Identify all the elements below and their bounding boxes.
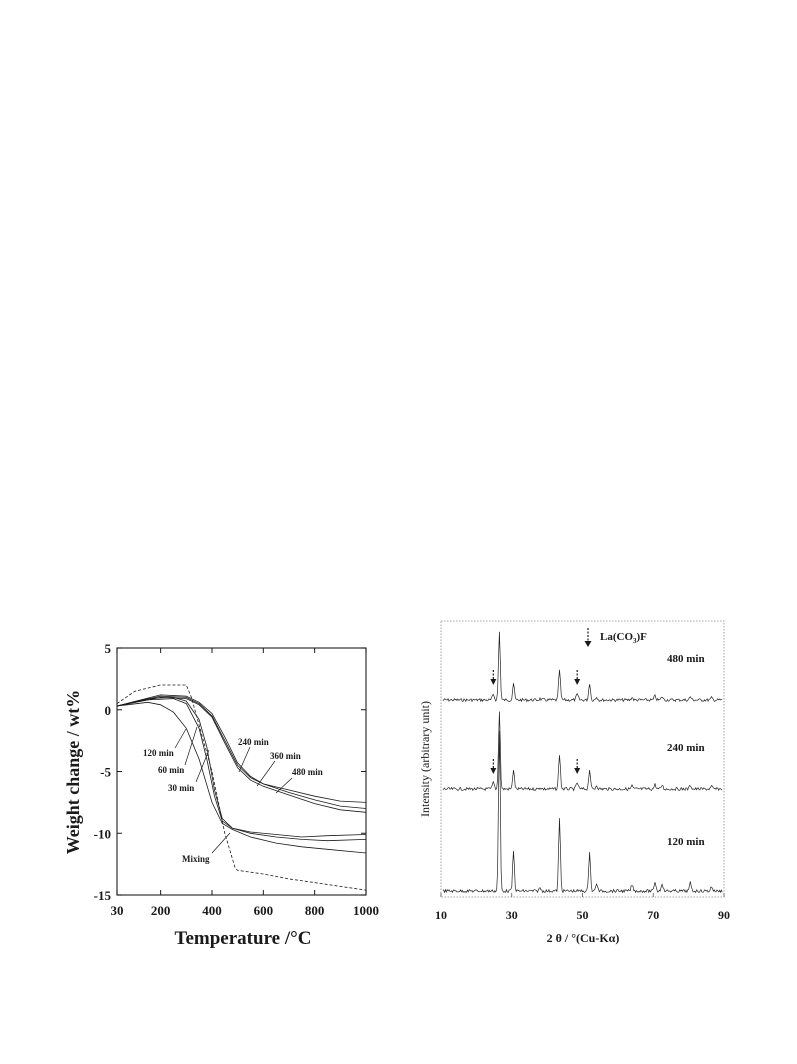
tga-curve-120-min [116,701,367,854]
xrd-y-axis-label: Intensity (arbitrary unit) [418,701,432,817]
tga-x-axis-label: Temperature /°C [175,928,312,949]
label-360-min: 360 min [270,751,301,761]
xrd-trace-120-min [442,730,723,894]
xrd-x-tick-label: 90 [718,908,730,922]
tga-curve-30-min [116,698,367,842]
la-co3-f-arrow-head [490,679,497,685]
xrd-x-tick-label: 30 [506,908,518,922]
tga-curve-480-min [116,696,367,813]
tga-x-tick-label: 1000 [353,903,379,918]
legend-arrow-head [584,641,592,647]
xrd-x-tick-label: 70 [647,908,659,922]
xrd-trace-480-min [442,631,723,703]
xrd-chart: 10 30 50 70 90 La(CO3)F 480 min 240 min 120 … [418,620,730,945]
xrd-trace-240-min [442,711,723,792]
xrd-traces [442,631,723,894]
tga-x-tick-label: 400 [202,903,222,918]
tga-y-axis-label: Weight change / wt% [63,690,83,855]
legend-label: La(CO3)F [600,631,647,645]
la-co3-f-arrow-head [574,679,581,685]
label-60-min: 60 min [158,765,184,775]
tga-x-tick-label: 200 [151,903,171,918]
xrd-x-tick-label: 10 [435,908,447,922]
la-co3-f-arrow-head [574,768,581,774]
label-120-min: 120 min [143,748,174,758]
tga-x-tick-label: 30 [111,903,124,918]
tga-y-tick-label: 5 [105,641,112,656]
tga-y-tick-label: 0 [105,703,112,718]
tga-y-tick-label: -10 [94,826,111,841]
label-30-min: 30 min [168,783,194,793]
tga-x-tick-label: 600 [254,903,274,918]
tga-y-tick-label: -5 [100,765,111,780]
tga-y-tick-label: -15 [94,888,112,903]
trace-label-480-min: 480 min [667,653,705,665]
xrd-legend: La(CO3)F [584,628,647,647]
tga-curves [116,684,367,891]
trace-label-120-min: 120 min [667,836,705,848]
tga-ticks: 30 200 400 600 800 1000 5 0 -5 -10 -15 [94,641,379,918]
label-240-min: 240 min [238,737,269,747]
tga-x-tick-label: 800 [305,903,325,918]
trace-label-240-min: 240 min [667,742,705,754]
xrd-la-co3-f-markers [490,670,581,774]
la-co3-f-arrow-head [490,768,497,774]
xrd-ticks: 10 30 50 70 90 [435,893,730,922]
label-480-min: 480 min [292,767,323,777]
tga-curve-mixing [116,684,367,891]
label-mixing: Mixing [182,854,210,864]
tga-curve-360-min [116,694,367,809]
tga-curve-240-min [116,695,367,803]
xrd-x-axis-label: 2 θ / °(Cu-Kα) [547,931,620,945]
tga-leader-lines [174,726,293,854]
tga-curve-labels: 120 min 60 min 30 min 240 min 360 min 48… [143,737,323,864]
xrd-x-tick-label: 50 [577,908,589,922]
tga-chart: 30 200 400 600 800 1000 5 0 -5 -10 -15 Temperature… [63,641,379,949]
